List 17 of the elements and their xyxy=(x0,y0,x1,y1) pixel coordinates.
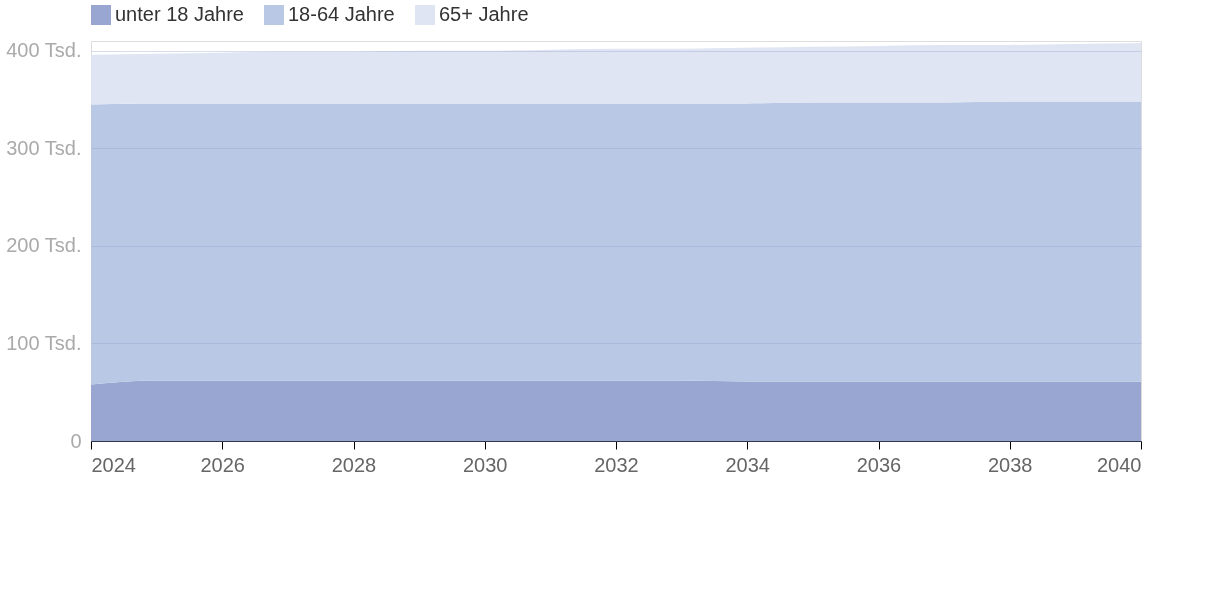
x-tick-label: 2028 xyxy=(331,453,377,476)
x-tick-label: 2036 xyxy=(856,453,902,476)
x-tick-label: 2024 xyxy=(91,453,136,476)
x-tick-label: 2038 xyxy=(988,453,1033,476)
y-tick-label: 0 xyxy=(70,429,82,452)
x-tick-label: 2030 xyxy=(463,453,508,476)
legend-label: 18-64 Jahre xyxy=(288,3,395,25)
x-tick-label: 2040 xyxy=(1097,453,1142,476)
y-tick-label: 400 Tsd. xyxy=(6,39,82,62)
y-tick-label: 100 Tsd. xyxy=(6,331,82,354)
y-tick-label: 300 Tsd. xyxy=(6,136,82,159)
x-tick-label: 2032 xyxy=(594,453,639,476)
x-tick-label: 2034 xyxy=(725,453,770,476)
legend-label: unter 18 Jahre xyxy=(115,3,244,25)
x-tick-label: 2026 xyxy=(200,453,245,476)
legend-label: 65+ Jahre xyxy=(439,3,529,25)
y-tick-label: 200 Tsd. xyxy=(6,234,82,257)
